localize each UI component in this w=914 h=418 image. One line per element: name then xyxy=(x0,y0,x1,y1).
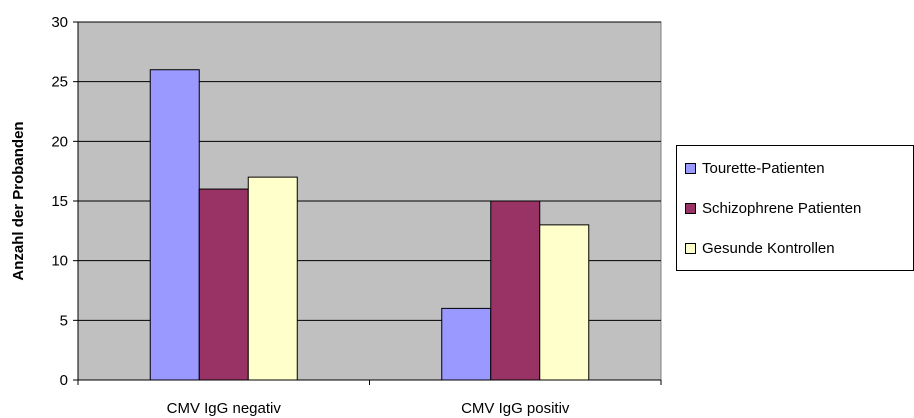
bar xyxy=(441,307,492,381)
y-tick-label: 0 xyxy=(60,372,68,389)
y-tick-label: 15 xyxy=(51,193,68,210)
legend-label: Schizophrene Patienten xyxy=(702,199,862,217)
legend-swatch xyxy=(685,242,696,254)
bars xyxy=(149,69,590,381)
x-tick-label: CMV IgG negativ xyxy=(167,400,282,417)
bar xyxy=(539,224,590,381)
bar xyxy=(247,176,298,381)
legend-item: Schizophrene Patienten xyxy=(685,198,861,218)
bar xyxy=(149,69,200,381)
y-tick-labels: 0 5 10 15 20 25 30 xyxy=(51,14,68,389)
x-tick-labels: CMV IgG negativ CMV IgG positiv xyxy=(167,400,570,417)
legend-item: Tourette-Patienten xyxy=(685,158,825,178)
y-tick-label: 10 xyxy=(51,253,68,270)
legend-label: Tourette-Patienten xyxy=(702,159,825,177)
legend: Tourette-Patienten Schizophrene Patiente… xyxy=(676,145,914,271)
x-tick-label: CMV IgG positiv xyxy=(461,400,570,417)
y-tick-label: 30 xyxy=(51,14,68,31)
legend-swatch xyxy=(685,202,696,214)
axes xyxy=(73,21,662,385)
y-tick-label: 20 xyxy=(51,133,68,150)
y-axis-title: Anzahl der Probanden xyxy=(10,121,27,280)
bar xyxy=(198,188,249,381)
y-tick-label: 25 xyxy=(51,74,68,91)
legend-swatch xyxy=(685,162,696,174)
legend-item: Gesunde Kontrollen xyxy=(685,238,835,258)
y-tick-label: 5 xyxy=(60,312,68,329)
bar xyxy=(490,200,541,381)
legend-label: Gesunde Kontrollen xyxy=(702,239,835,257)
